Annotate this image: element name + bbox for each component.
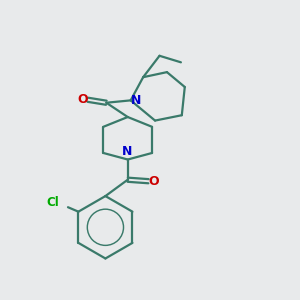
Text: O: O [148, 175, 159, 188]
Text: N: N [122, 145, 132, 158]
Text: Cl: Cl [46, 196, 59, 209]
Text: O: O [77, 93, 88, 106]
Text: N: N [131, 94, 141, 107]
